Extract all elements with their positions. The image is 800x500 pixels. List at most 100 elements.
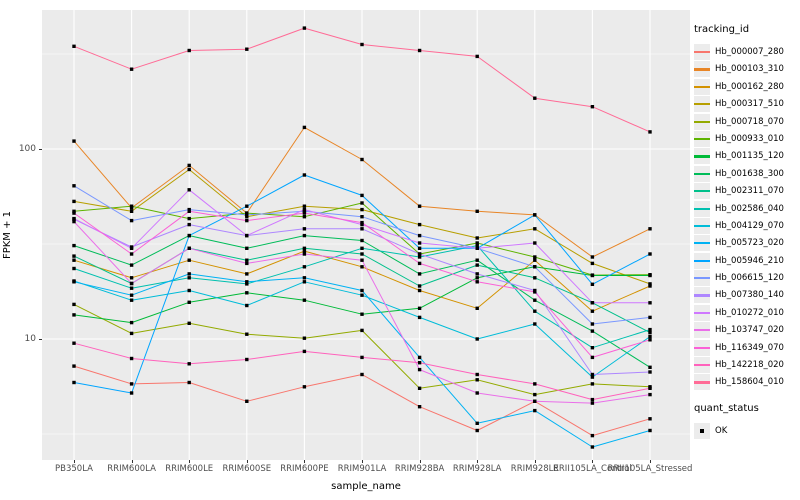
data-point-marker [590,346,595,350]
data-point-marker [129,252,134,256]
data-point-marker [72,216,76,221]
data-point-marker [187,272,191,276]
data-point-marker [533,96,537,100]
legend-item-label: Hb_000933_010 [715,133,784,144]
data-point-marker [245,272,249,276]
data-point-marker [648,282,652,286]
data-point-marker [245,357,249,362]
data-point-marker [302,252,307,256]
x-tick-label: RRIM928BA [394,464,445,474]
data-point-marker [533,255,537,259]
data-point-marker [417,48,422,53]
data-point-marker [648,227,652,231]
legend-key-line-icon [694,137,710,141]
data-point-marker [533,241,537,245]
data-point-marker [648,273,652,278]
legend-item-label: Hb_001135_120 [715,151,784,162]
data-point-marker [245,215,249,219]
data-point-marker [187,300,191,304]
data-point-marker [187,380,191,385]
data-point-marker [417,288,422,293]
data-point-marker [187,163,191,168]
legend-items: Hb_000007_280 Hb_000103_310 Hb_000162_280 H… [694,44,798,391]
legend-item-label: Hb_007380_140 [715,290,784,301]
legend-key-swatch [694,165,710,182]
data-point-marker [302,215,307,219]
legend-title-tracking-id: tracking_id [694,24,750,35]
legend-title-quant-status: quant_status [694,403,759,415]
data-point-marker [648,370,652,374]
data-point-marker [302,173,307,177]
data-point-marker [129,67,134,71]
x-tick-mark [362,460,363,463]
data-point-marker [245,258,249,262]
data-point-marker [187,246,191,250]
data-point-marker [533,392,537,397]
x-tick-label: RRIM928LA [452,464,502,474]
x-tick-label: RRIM600SE [222,464,272,474]
legend-key-line-icon [694,85,710,88]
data-point-marker [648,327,652,332]
legend-key-line-icon [694,294,710,297]
legend-item-Hb_000162_280: Hb_000162_280 [694,78,798,95]
data-point-marker [129,281,134,286]
data-point-marker [302,385,307,389]
data-point-marker [417,315,422,320]
legend-key-swatch [694,357,710,374]
data-point-marker [417,255,422,259]
legend-item-Hb_006615_120: Hb_006615_120 [694,270,798,287]
data-point-marker [302,233,307,238]
data-point-marker [417,361,422,365]
x-tick-label: RRII105LA_Stressed [607,464,693,474]
data-point-marker [417,204,422,208]
data-point-marker [360,201,364,205]
legend-key-line-icon [694,103,710,106]
legend-item-label: Hb_002586_040 [715,203,784,214]
data-point-marker [245,261,249,266]
data-point-marker [72,258,76,262]
legend-item-label: Hb_000007_280 [715,47,784,57]
legend-quant-status: quant_status OK [694,403,798,440]
legend-key-swatch [694,252,710,269]
legend-item-label: Hb_103747_020 [715,325,784,336]
data-point-marker [360,246,364,250]
legend-item-Hb_001135_120: Hb_001135_120 [694,148,798,165]
data-point-marker [302,125,307,130]
data-point-marker [129,298,134,302]
data-point-marker [648,130,652,134]
data-point-marker [302,349,307,354]
data-point-marker [360,227,364,231]
x-tick-label: RRIM901LA [337,464,387,474]
data-point-marker [245,246,249,250]
legend-item-label: Hb_000317_510 [715,99,784,110]
data-point-marker [417,306,422,310]
data-point-marker [72,44,76,48]
legend: tracking_id Hb_000007_280 Hb_000103_310 Hb… [694,24,798,441]
data-point-marker [129,246,134,250]
data-point-marker [72,364,76,368]
legend-key-swatch [694,235,710,252]
legend-item-Hb_005946_210: Hb_005946_210 [694,252,798,269]
data-point-marker [475,258,479,262]
data-point-marker [245,47,249,51]
legend-item-label: Hb_002311_070 [715,186,784,197]
data-point-marker [475,209,479,213]
x-tick-mark [189,460,191,463]
data-point-marker [648,315,652,320]
data-point-marker [129,320,134,325]
data-point-marker [72,380,76,385]
legend-key-swatch [694,339,710,356]
plot-panel-svg [42,10,690,460]
legend-item-Hb_001638_300: Hb_001638_300 [694,165,798,182]
legend-key-swatch [694,270,710,287]
data-point-marker [302,204,307,208]
data-point-marker [475,246,479,250]
x-tick-mark [592,460,594,463]
data-point-marker [360,220,364,225]
data-point-marker [245,280,249,284]
legend-item-Hb_158604_010: Hb_158604_010 [694,374,798,391]
legend-key-swatch [694,148,710,165]
data-point-marker [187,276,191,280]
data-points [72,26,652,449]
